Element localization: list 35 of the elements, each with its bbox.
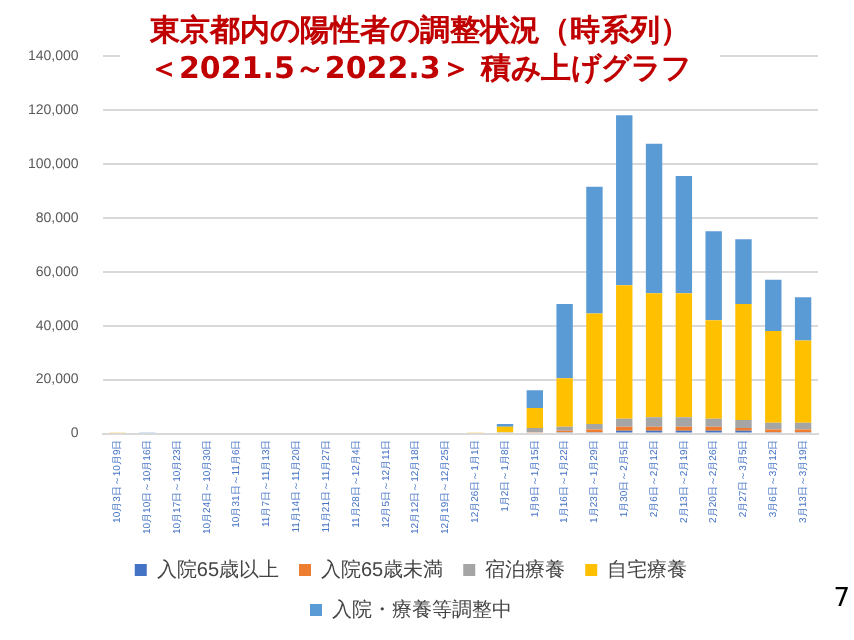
bar bbox=[794, 297, 812, 341]
bar bbox=[616, 418, 633, 427]
bar bbox=[556, 378, 573, 427]
bar bbox=[675, 175, 693, 294]
bar bbox=[616, 285, 633, 419]
bar bbox=[526, 390, 544, 408]
legend-label: 自宅療養 bbox=[607, 557, 688, 582]
bar bbox=[765, 331, 782, 423]
bar bbox=[586, 313, 603, 425]
bar bbox=[705, 231, 722, 321]
legend-label: 入院65歳以上 bbox=[156, 557, 279, 582]
bar bbox=[645, 417, 663, 427]
bar bbox=[735, 239, 752, 305]
bar bbox=[675, 417, 693, 427]
bar bbox=[645, 293, 663, 418]
bar bbox=[526, 407, 544, 429]
bar bbox=[705, 418, 722, 427]
bar bbox=[794, 340, 812, 423]
bar bbox=[735, 304, 752, 421]
bar bbox=[586, 186, 603, 314]
legend-label: 宿泊療養 bbox=[485, 557, 566, 582]
bar bbox=[645, 143, 663, 294]
bar bbox=[705, 320, 722, 419]
text: 7 bbox=[833, 584, 850, 614]
bar bbox=[496, 426, 514, 433]
chart-subtitle: ＜2021.5～2022.3＞ 積み上げグラフ bbox=[147, 50, 693, 88]
legend-label: 入院65歳未満 bbox=[321, 557, 444, 582]
bar bbox=[556, 304, 573, 379]
legend-label: 入院・療養等調整中 bbox=[332, 597, 512, 622]
bar bbox=[735, 420, 752, 429]
bar bbox=[586, 424, 603, 430]
bar bbox=[616, 115, 633, 286]
chart-title: 東京都内の陽性者の調整状況（時系列） bbox=[147, 12, 692, 50]
bar bbox=[675, 293, 693, 418]
bar bbox=[765, 279, 782, 332]
